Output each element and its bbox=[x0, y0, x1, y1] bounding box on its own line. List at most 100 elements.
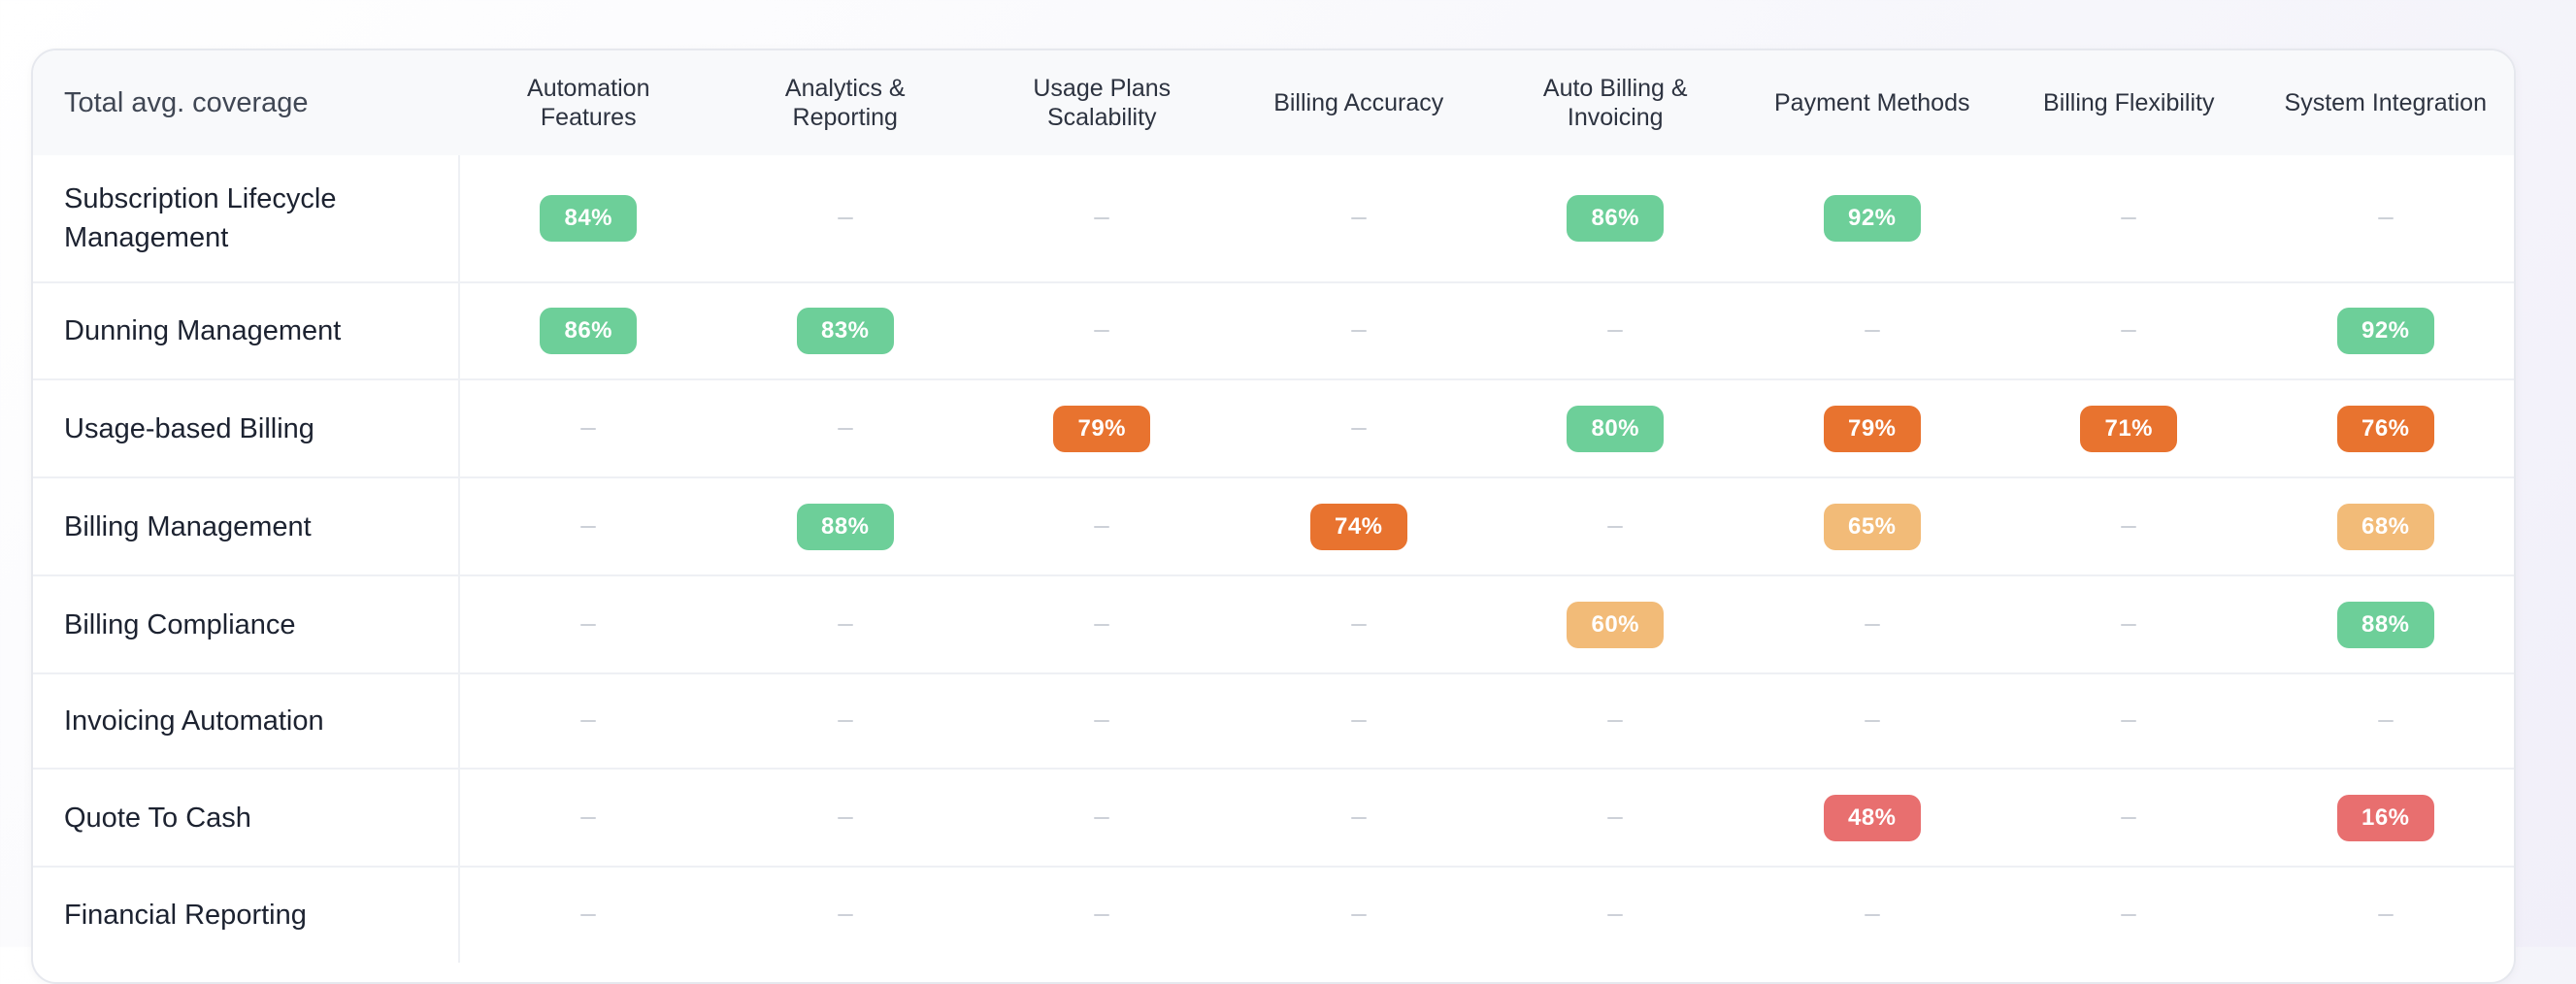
empty-dash bbox=[2121, 816, 2137, 819]
column-header-automation-features[interactable]: Automation Features bbox=[527, 75, 650, 131]
empty-dash bbox=[837, 427, 853, 430]
coverage-badge[interactable]: 76% bbox=[2336, 405, 2434, 452]
coverage-badge[interactable]: 86% bbox=[540, 308, 638, 354]
empty-dash bbox=[2121, 330, 2137, 332]
coverage-badge[interactable]: 86% bbox=[1567, 195, 1665, 242]
table-cell: 79% bbox=[974, 380, 1231, 476]
coverage-badge[interactable]: 16% bbox=[2336, 794, 2434, 841]
table-cell bbox=[460, 576, 717, 672]
table-cell bbox=[2000, 283, 2258, 378]
empty-dash bbox=[580, 816, 597, 819]
column-header-billing-accuracy[interactable]: Billing Accuracy bbox=[1273, 89, 1444, 116]
table-row[interactable]: Dunning Management 86% 83% 92% bbox=[33, 281, 2514, 378]
table-cell: 48% bbox=[1744, 770, 2001, 866]
coverage-badge[interactable]: 79% bbox=[1053, 405, 1151, 452]
table-row[interactable]: Billing Management 88% 74% 65% 68% bbox=[33, 476, 2514, 574]
row-label: Quote To Cash bbox=[33, 770, 460, 866]
table-cell bbox=[974, 868, 1231, 963]
column-header-usage-plans-scalability[interactable]: Usage Plans Scalability bbox=[1033, 75, 1172, 131]
table-row[interactable]: Invoicing Automation bbox=[33, 672, 2514, 768]
table-cell bbox=[717, 380, 974, 476]
table-cell: 60% bbox=[1487, 576, 1744, 672]
table-row[interactable]: Subscription Lifecycle Management 84% 86% 9… bbox=[33, 155, 2514, 281]
empty-dash bbox=[1350, 330, 1367, 332]
table-cell: 76% bbox=[2258, 380, 2515, 476]
row-label: Financial Reporting bbox=[33, 868, 460, 963]
table-cell bbox=[1231, 283, 1488, 378]
table-cell bbox=[974, 155, 1231, 281]
table-cell: 92% bbox=[2258, 283, 2515, 378]
table-cell bbox=[2000, 770, 2258, 866]
empty-dash bbox=[580, 720, 597, 722]
table-cell bbox=[1487, 283, 1744, 378]
column-header-payment-methods[interactable]: Payment Methods bbox=[1774, 89, 1970, 116]
coverage-badge[interactable]: 80% bbox=[1567, 405, 1665, 452]
empty-dash bbox=[1607, 525, 1624, 528]
table-row[interactable]: Usage-based Billing 79% 80% 79% 71% 76% bbox=[33, 378, 2514, 476]
empty-dash bbox=[1350, 427, 1367, 430]
column-header-auto-billing-invoicing[interactable]: Auto Billing & Invoicing bbox=[1542, 75, 1688, 131]
table-cell bbox=[460, 770, 717, 866]
empty-dash bbox=[1094, 525, 1110, 528]
table-cell bbox=[717, 674, 974, 768]
table-cell: 68% bbox=[2258, 478, 2515, 574]
table-cell bbox=[1487, 770, 1744, 866]
table-cell: 84% bbox=[460, 155, 717, 281]
coverage-badge[interactable]: 88% bbox=[796, 503, 894, 550]
coverage-badge[interactable]: 92% bbox=[1823, 195, 1921, 242]
coverage-badge[interactable]: 48% bbox=[1823, 794, 1921, 841]
table-cell bbox=[2258, 674, 2515, 768]
empty-dash bbox=[837, 623, 853, 626]
coverage-badge[interactable]: 84% bbox=[540, 195, 638, 242]
table-cell: 74% bbox=[1231, 478, 1488, 574]
empty-dash bbox=[580, 427, 597, 430]
coverage-badge[interactable]: 79% bbox=[1823, 405, 1921, 452]
coverage-badge[interactable]: 74% bbox=[1309, 503, 1407, 550]
coverage-badge[interactable]: 92% bbox=[2336, 308, 2434, 354]
coverage-badge[interactable]: 83% bbox=[796, 308, 894, 354]
table-row[interactable]: Billing Compliance 60% 88% bbox=[33, 574, 2514, 672]
table-cell bbox=[1744, 576, 2001, 672]
row-label: Dunning Management bbox=[33, 283, 460, 378]
coverage-badge[interactable]: 60% bbox=[1567, 601, 1665, 648]
table-cell: 16% bbox=[2258, 770, 2515, 866]
table-cell: 86% bbox=[1487, 155, 1744, 281]
table-cell bbox=[974, 770, 1231, 866]
coverage-badge[interactable]: 71% bbox=[2080, 405, 2178, 452]
empty-dash bbox=[837, 217, 853, 219]
table-cell bbox=[460, 674, 717, 768]
empty-dash bbox=[2121, 217, 2137, 219]
coverage-badge[interactable]: 68% bbox=[2336, 503, 2434, 550]
column-header-system-integration[interactable]: System Integration bbox=[2284, 89, 2487, 116]
row-label: Billing Management bbox=[33, 478, 460, 574]
column-header-analytics-reporting[interactable]: Analytics & Reporting bbox=[784, 75, 906, 131]
table-cell bbox=[717, 868, 974, 963]
table-cell bbox=[1231, 155, 1488, 281]
table-cell bbox=[974, 674, 1231, 768]
coverage-badge[interactable]: 88% bbox=[2336, 601, 2434, 648]
table-cell bbox=[717, 770, 974, 866]
table-cell bbox=[460, 868, 717, 963]
coverage-badge[interactable]: 65% bbox=[1823, 503, 1921, 550]
row-label: Invoicing Automation bbox=[33, 674, 460, 768]
table-cell: 80% bbox=[1487, 380, 1744, 476]
row-label: Usage-based Billing bbox=[33, 380, 460, 476]
table-cell bbox=[1231, 380, 1488, 476]
table-cell: 88% bbox=[2258, 576, 2515, 672]
table-row[interactable]: Quote To Cash 48% 16% bbox=[33, 768, 2514, 866]
table-cell bbox=[2000, 576, 2258, 672]
column-header-billing-flexibility[interactable]: Billing Flexibility bbox=[2043, 89, 2215, 116]
empty-dash bbox=[1094, 816, 1110, 819]
empty-dash bbox=[837, 914, 853, 916]
empty-dash bbox=[1607, 914, 1624, 916]
empty-dash bbox=[837, 816, 853, 819]
table-cell bbox=[974, 576, 1231, 672]
corner-label: Total avg. coverage bbox=[64, 86, 309, 118]
table-cell bbox=[2000, 868, 2258, 963]
empty-dash bbox=[837, 720, 853, 722]
empty-dash bbox=[2377, 914, 2394, 916]
table-cell bbox=[1487, 674, 1744, 768]
table-row[interactable]: Financial Reporting bbox=[33, 866, 2514, 963]
empty-dash bbox=[1350, 720, 1367, 722]
empty-dash bbox=[1607, 330, 1624, 332]
